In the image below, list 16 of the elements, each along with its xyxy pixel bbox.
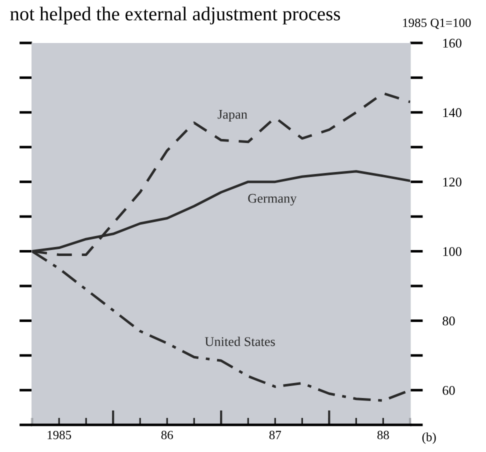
text: (b): [422, 432, 436, 444]
y-tick-label: 120: [443, 178, 462, 187]
y-tick-label: 140: [443, 108, 462, 118]
chart-title: not helped the external adjustment process: [10, 6, 340, 24]
y-tick-label: 80: [442, 316, 455, 326]
y-tick-label: 60: [442, 386, 455, 395]
text: 1985 Q1=100: [403, 18, 471, 29]
series-label: United States: [204, 336, 275, 346]
x-tick-label: 1985: [48, 430, 72, 440]
series-label: Germany: [248, 194, 297, 206]
x-tick-label: 88: [377, 430, 389, 440]
x-tick-label: 87: [269, 430, 282, 440]
x-tick-label: 86: [161, 430, 173, 440]
series-label: Japan: [218, 110, 248, 122]
y-tick-label: 100: [443, 247, 462, 256]
y-tick-label: 160: [443, 38, 462, 48]
